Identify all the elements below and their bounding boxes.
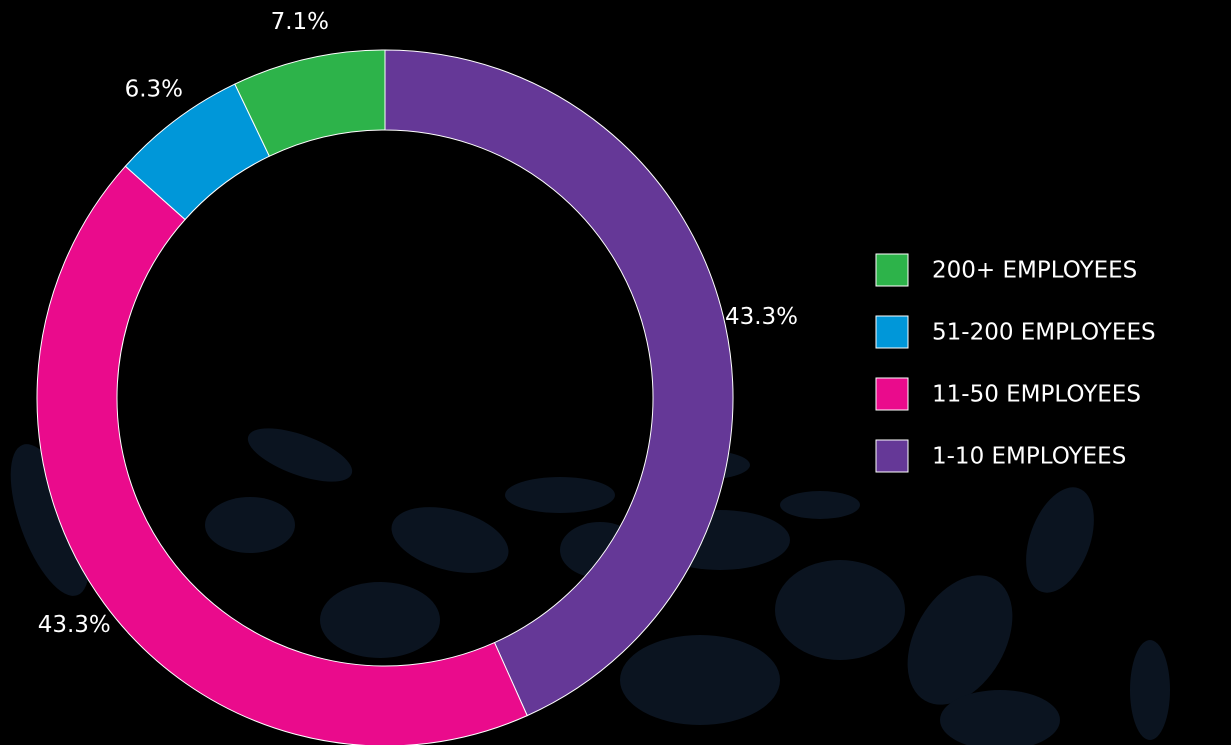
legend-swatch [876,316,908,348]
legend-swatch [876,254,908,286]
chart: 43.3% 43.3% 6.3% 7.1% 1-10 EMPLOYEES 11-50 E… [0,0,1231,745]
legend-swatch [876,378,908,410]
data-label: 43.3% [725,304,798,330]
legend-swatch [876,440,908,472]
legend-label: 11-50 EMPLOYEES [932,382,1141,408]
legend-label: 200+ EMPLOYEES [932,258,1137,284]
legend-label: 51-200 EMPLOYEES [932,320,1156,346]
data-label: 7.1% [271,9,329,35]
data-label: 6.3% [125,77,183,103]
data-label: 43.3% [38,612,111,638]
legend-label: 1-10 EMPLOYEES [932,444,1126,470]
